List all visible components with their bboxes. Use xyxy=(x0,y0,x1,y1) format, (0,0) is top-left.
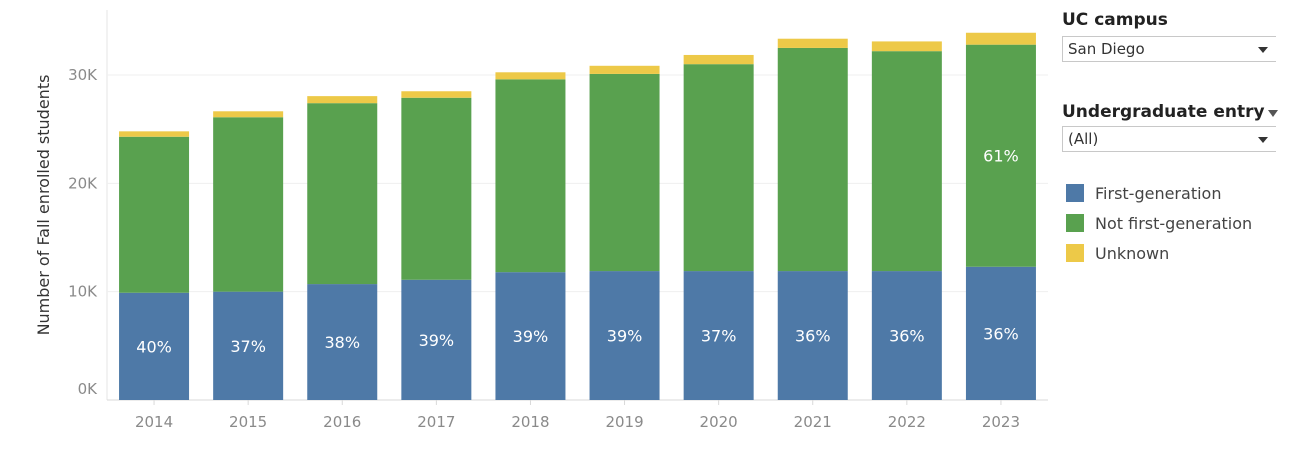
bar-segment-not-first-generation[interactable] xyxy=(119,136,190,293)
legend-label: First-generation xyxy=(1095,183,1222,203)
bar-segment-first-generation[interactable] xyxy=(871,271,942,400)
entry-filter-title: Undergraduate entry xyxy=(1062,102,1265,122)
legend-swatch xyxy=(1066,184,1084,202)
x-axis: 2014 2015 2016 2017 2018 2019 2020 2021 2022 2023 xyxy=(135,400,1020,431)
bar-segment-first-generation[interactable] xyxy=(777,271,848,400)
bar-segment-first-generation[interactable] xyxy=(589,271,660,400)
bar-segment-first-generation[interactable] xyxy=(965,266,1036,400)
segment-label: 40% xyxy=(136,337,172,356)
bar-segment-unknown[interactable] xyxy=(683,54,754,65)
bar-segment-first-generation[interactable] xyxy=(213,291,284,400)
segment-label: 61% xyxy=(983,147,1019,166)
bar-segment-not-first-generation[interactable] xyxy=(589,73,660,272)
x-tick-label: 2015 xyxy=(229,413,267,431)
y-tick-label: 0K xyxy=(78,380,99,398)
x-tick-label: 2017 xyxy=(417,413,455,431)
legend-swatch xyxy=(1066,214,1084,232)
chevron-down-icon xyxy=(1258,137,1268,143)
x-tick-label: 2016 xyxy=(323,413,361,431)
campus-select-value: San Diego xyxy=(1068,40,1145,58)
entry-select[interactable]: (All) xyxy=(1062,126,1276,152)
bar-segment-unknown[interactable] xyxy=(495,72,566,80)
y-tick-label: 30K xyxy=(68,66,98,84)
bar-segment-not-first-generation[interactable] xyxy=(777,47,848,272)
segment-label: 37% xyxy=(230,337,266,356)
bar-segment-unknown[interactable] xyxy=(965,32,1036,45)
bar-segment-first-generation[interactable] xyxy=(119,292,190,400)
segment-label: 36% xyxy=(795,327,831,346)
stacked-bar-chart: 40% 37% 38% 39% 39% 39% 37% 36% 36% 36% 61% 0K 10K 2… xyxy=(34,10,1048,431)
y-tick-label: 10K xyxy=(68,283,98,301)
bar-segment-first-generation[interactable] xyxy=(683,271,754,400)
bar-segment-not-first-generation[interactable] xyxy=(213,117,284,292)
segment-labels: 40% 37% 38% 39% 39% 39% 37% 36% 36% 36% 61% xyxy=(136,147,1018,357)
campus-select[interactable]: San Diego xyxy=(1062,36,1276,62)
x-tick-label: 2020 xyxy=(700,413,738,431)
segment-label: 38% xyxy=(324,333,360,352)
bar-segment-not-first-generation[interactable] xyxy=(401,97,472,280)
legend-label: Unknown xyxy=(1095,243,1170,263)
legend: First-generation Not first-generation Un… xyxy=(1062,178,1304,268)
legend-item-not-first-generation[interactable]: Not first-generation xyxy=(1062,208,1304,238)
bar-segment-unknown[interactable] xyxy=(401,91,472,98)
bar-segment-not-first-generation[interactable] xyxy=(495,79,566,273)
bar-segment-unknown[interactable] xyxy=(307,96,378,104)
x-tick-label: 2022 xyxy=(888,413,926,431)
entry-filter-header: Undergraduate entry xyxy=(1062,102,1304,122)
bar-segment-not-first-generation[interactable] xyxy=(965,44,1036,267)
filter-panel: UC campus San Diego Undergraduate entry … xyxy=(1062,10,1304,268)
legend-item-unknown[interactable]: Unknown xyxy=(1062,238,1304,268)
segment-label: 37% xyxy=(701,327,737,346)
legend-item-first-generation[interactable]: First-generation xyxy=(1062,178,1304,208)
bar-segment-first-generation[interactable] xyxy=(401,279,472,400)
x-tick-label: 2019 xyxy=(605,413,643,431)
bar-segment-unknown[interactable] xyxy=(589,65,660,74)
bars xyxy=(119,32,1036,400)
chevron-down-icon xyxy=(1258,47,1268,53)
bar-segment-first-generation[interactable] xyxy=(307,284,378,400)
campus-filter-title: UC campus xyxy=(1062,10,1168,30)
entry-select-value: (All) xyxy=(1068,130,1099,148)
bar-segment-first-generation[interactable] xyxy=(495,272,566,400)
bar-segment-not-first-generation[interactable] xyxy=(307,103,378,285)
y-axis: 0K 10K 20K 30K xyxy=(68,66,98,398)
segment-label: 39% xyxy=(419,331,455,350)
bar-segment-unknown[interactable] xyxy=(871,41,942,52)
legend-label: Not first-generation xyxy=(1095,213,1253,233)
x-tick-label: 2014 xyxy=(135,413,173,431)
x-tick-label: 2018 xyxy=(511,413,549,431)
x-tick-label: 2021 xyxy=(794,413,832,431)
x-tick-label: 2023 xyxy=(982,413,1020,431)
y-tick-label: 20K xyxy=(68,174,98,192)
y-axis-title: Number of Fall enrolled students xyxy=(34,75,53,336)
filter-menu-icon[interactable] xyxy=(1268,110,1278,117)
bar-segment-not-first-generation[interactable] xyxy=(683,64,754,272)
bar-segment-unknown[interactable] xyxy=(119,131,190,137)
segment-label: 39% xyxy=(513,327,549,346)
segment-label: 36% xyxy=(983,324,1019,343)
segment-label: 36% xyxy=(889,327,925,346)
legend-swatch xyxy=(1066,244,1084,262)
bar-segment-unknown[interactable] xyxy=(777,38,848,48)
segment-label: 39% xyxy=(607,327,643,346)
bar-segment-unknown[interactable] xyxy=(213,111,284,118)
bar-segment-not-first-generation[interactable] xyxy=(871,51,942,272)
